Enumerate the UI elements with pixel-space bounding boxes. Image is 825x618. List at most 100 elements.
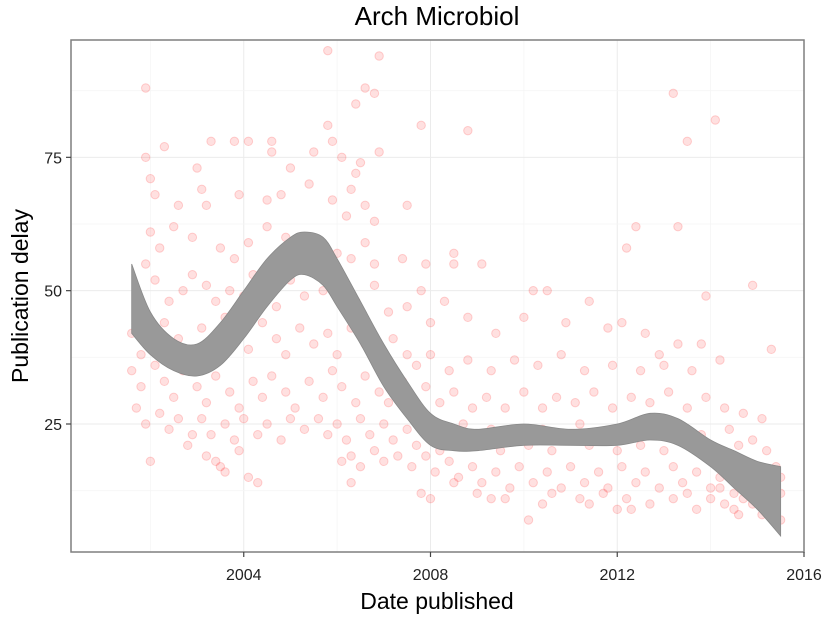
data-point [332, 349, 342, 360]
data-point [677, 477, 688, 488]
data-point [346, 253, 356, 264]
data-point [374, 387, 384, 397]
data-point [346, 477, 356, 488]
data-point [155, 408, 165, 419]
data-point [397, 253, 408, 264]
data-point [299, 291, 310, 301]
data-point [327, 136, 338, 147]
data-point [145, 173, 156, 184]
data-point [663, 387, 674, 397]
data-point [159, 141, 170, 152]
data-point [537, 403, 548, 413]
data-point [243, 344, 254, 355]
data-point [766, 344, 777, 355]
data-point [519, 312, 529, 323]
chart-title: Arch Microbiol [355, 1, 520, 31]
data-point [365, 429, 375, 440]
x-tick-label: 2004 [226, 567, 262, 584]
data-point [556, 483, 566, 493]
data-point [271, 301, 282, 312]
data-point [281, 387, 291, 397]
data-point [360, 200, 370, 211]
data-point [136, 349, 146, 360]
plot-border [70, 39, 805, 553]
data-point [514, 461, 524, 472]
data-point [369, 216, 380, 227]
data-point [169, 221, 179, 232]
data-point [211, 296, 221, 307]
data-point [239, 413, 249, 424]
data-point [467, 461, 478, 472]
data-point [351, 99, 361, 109]
data-point [145, 227, 156, 237]
data-point [747, 280, 758, 291]
data-point [201, 451, 212, 461]
data-point [304, 179, 314, 189]
data-point [262, 419, 272, 429]
data-point [402, 424, 412, 435]
data-point [402, 349, 412, 360]
data-point [257, 317, 268, 328]
data-point [187, 429, 198, 440]
data-point [337, 456, 347, 467]
data-point [682, 136, 692, 147]
data-point [463, 125, 473, 136]
y-tick-label: 25 [44, 417, 62, 434]
data-point [710, 115, 720, 125]
data-point [369, 259, 380, 269]
data-point [187, 269, 198, 280]
data-point [215, 461, 226, 472]
data-point [729, 504, 739, 515]
data-point [360, 237, 370, 248]
data-point [355, 157, 366, 168]
smooth-confidence-band [131, 231, 782, 538]
data-point [402, 200, 412, 211]
data-point [733, 509, 744, 520]
data-point [444, 365, 454, 376]
data-point [556, 349, 566, 360]
data-point [682, 488, 692, 499]
data-point [486, 365, 496, 376]
data-point [411, 440, 422, 451]
data-point [341, 211, 352, 221]
data-point [617, 317, 627, 328]
data-point [486, 493, 496, 504]
data-point [197, 323, 207, 333]
data-point [225, 285, 235, 296]
data-point [542, 467, 552, 477]
data-point [631, 221, 641, 232]
x-axis-title: Date published [360, 588, 513, 614]
data-point [346, 184, 356, 195]
data-point [519, 387, 529, 397]
data-point [430, 467, 440, 477]
data-point [640, 328, 650, 339]
data-point [388, 333, 398, 344]
data-point [136, 381, 146, 392]
data-point [654, 349, 664, 360]
data-point [565, 461, 576, 472]
data-point [169, 392, 179, 403]
data-point [220, 467, 230, 477]
data-point [257, 392, 268, 403]
data-point [542, 285, 552, 296]
data-point [411, 360, 422, 371]
data-point [327, 365, 338, 376]
data-point [645, 499, 655, 509]
data-point [729, 488, 739, 499]
data-point [603, 483, 613, 493]
data-point [150, 360, 160, 371]
data-point [579, 477, 590, 488]
data-point [211, 371, 221, 381]
x-tick-label: 2012 [599, 567, 635, 584]
data-point [211, 456, 221, 467]
data-point [304, 376, 314, 387]
data-point [425, 493, 436, 504]
data-point [668, 461, 678, 472]
data-point [439, 296, 450, 307]
data-point [369, 88, 380, 99]
data-point [421, 381, 431, 392]
data-point [360, 371, 370, 381]
data-point [500, 403, 510, 413]
data-point [612, 504, 622, 515]
